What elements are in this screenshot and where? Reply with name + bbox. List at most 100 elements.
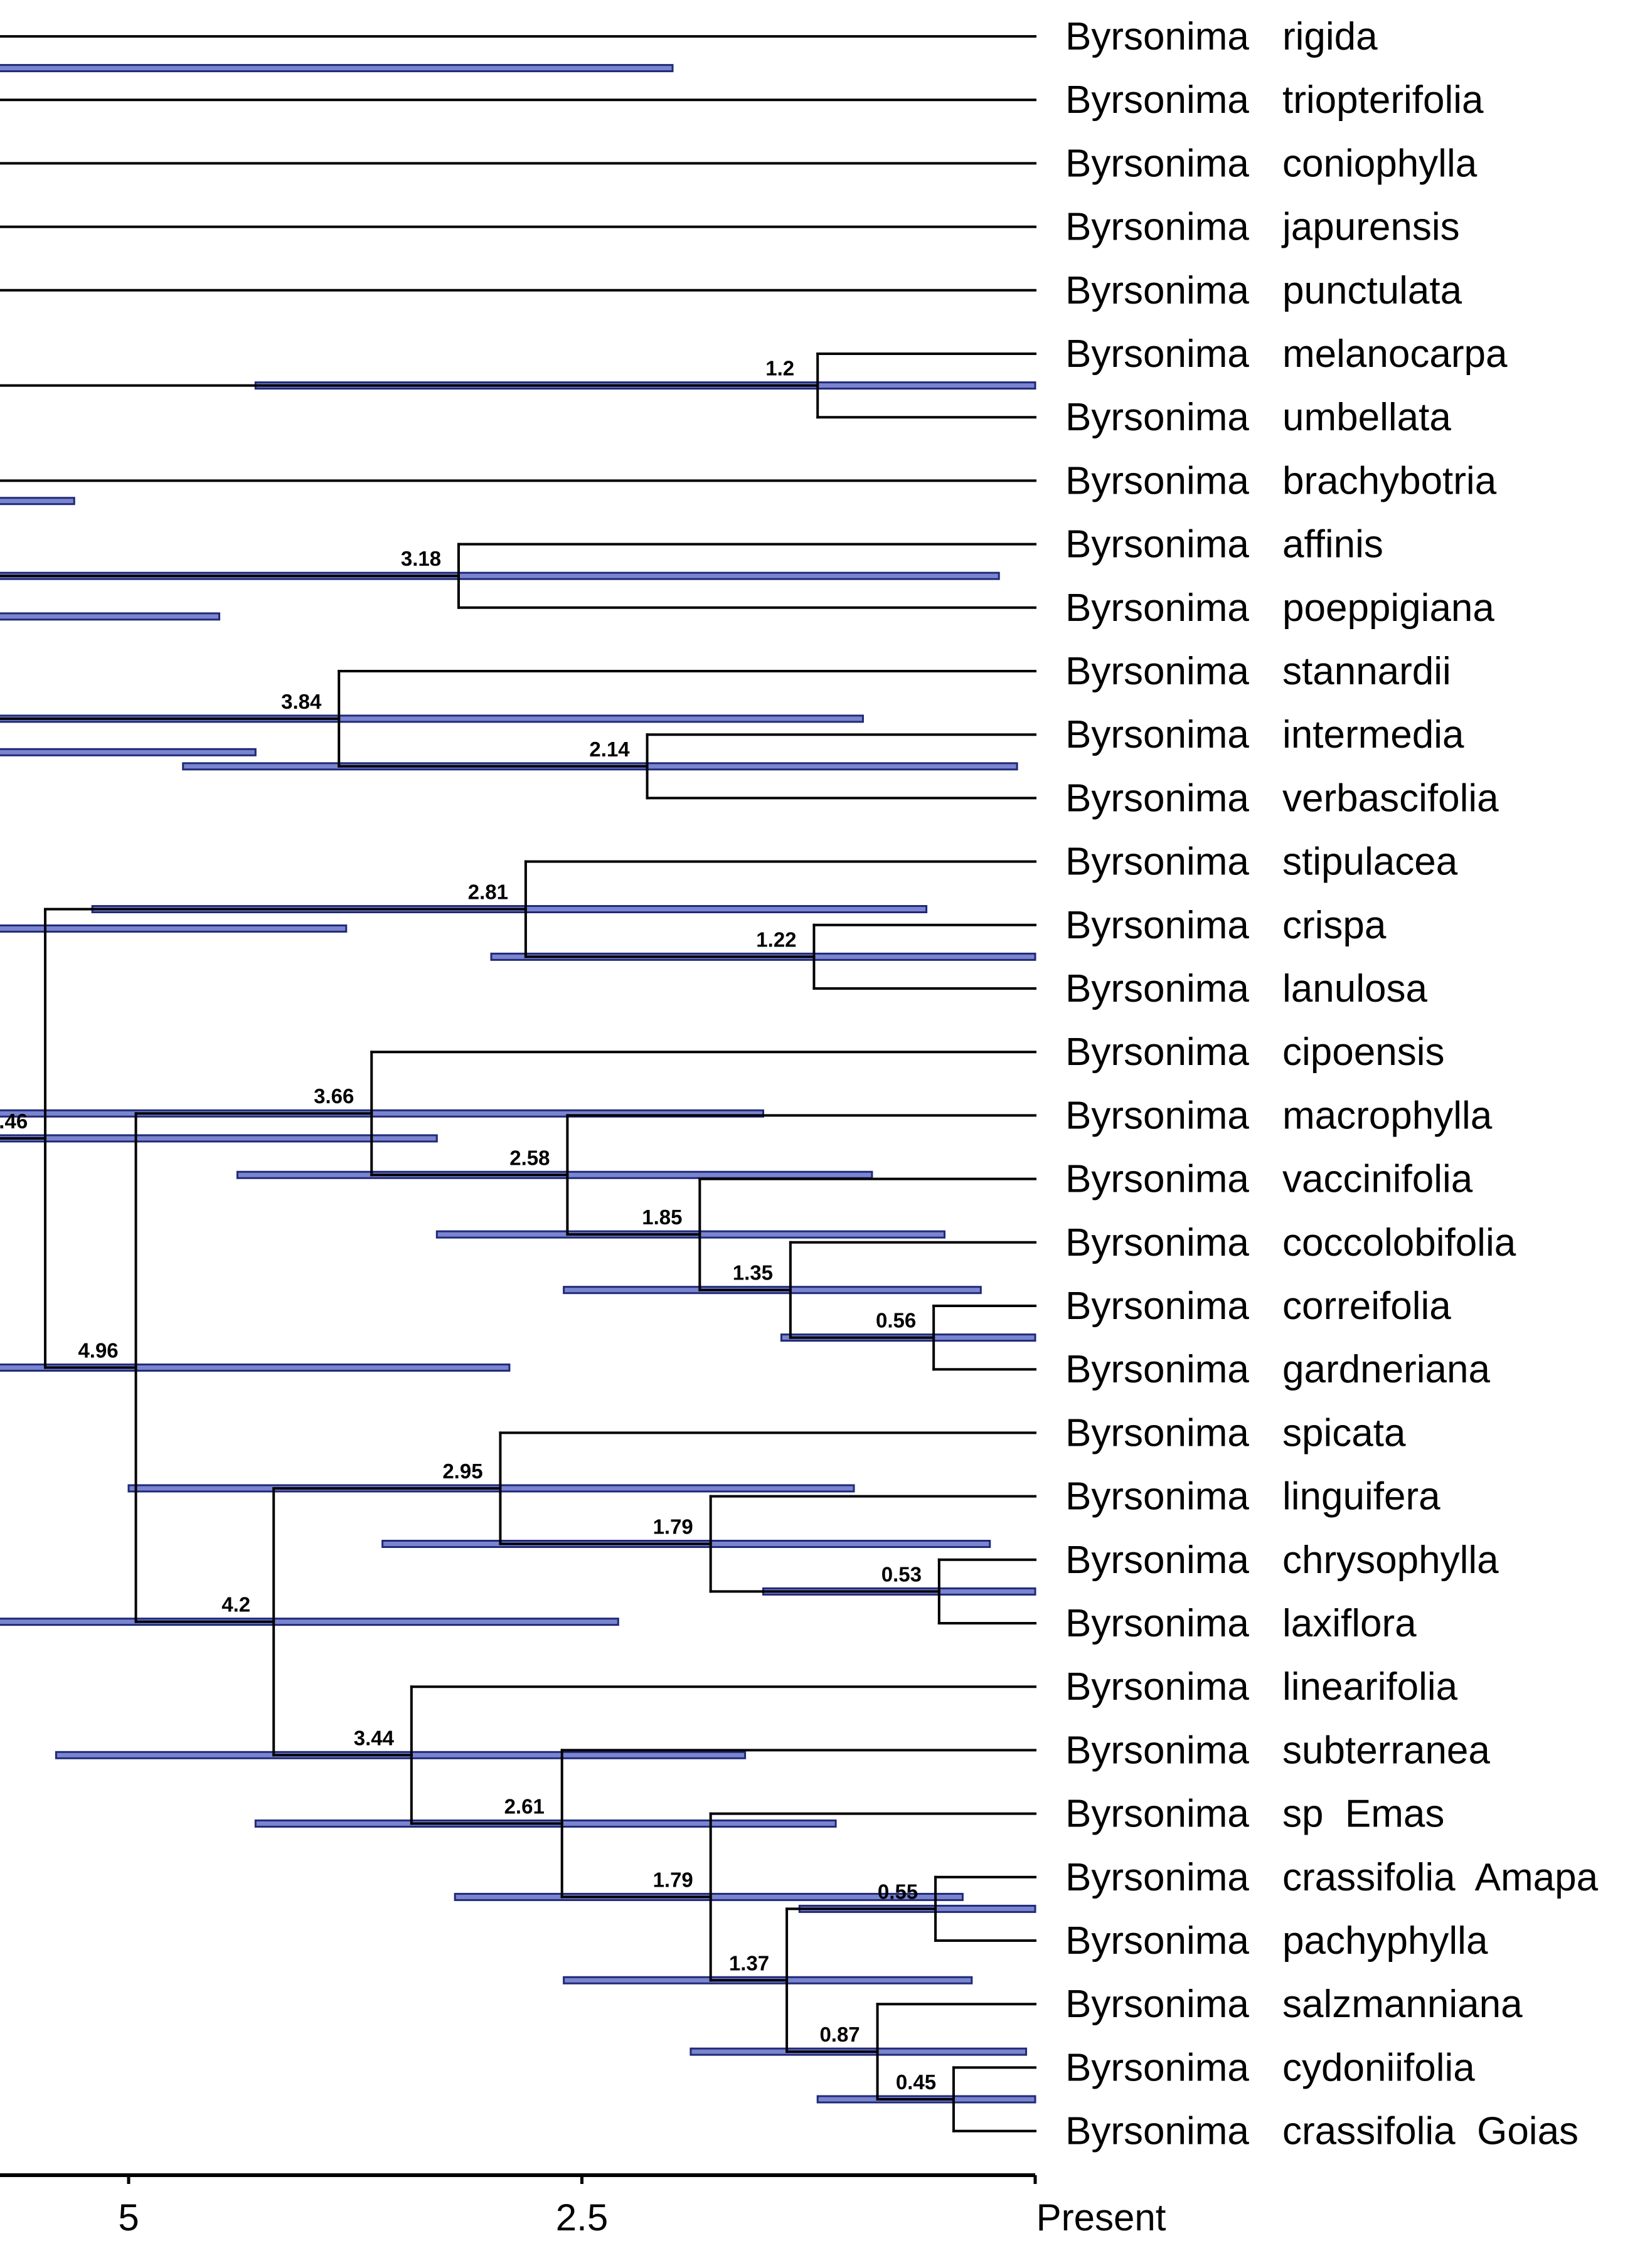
hpd-bar-n6 [0,497,75,506]
taxon-genus: Byrsonima [1065,459,1249,502]
taxon-label: Byrsonima cydoniifolia [1065,2046,1475,2089]
taxon-genus: Byrsonima [1065,142,1249,185]
node-age-label-n20: 1.85 [642,1206,682,1229]
hpd-bar-n2 [0,64,674,73]
taxon-genus: Byrsonima [1065,396,1249,439]
axis-tick-label: Present [1036,2196,1166,2239]
taxon-epithet: spicata [1282,1411,1406,1455]
taxon-genus: Byrsonima [1065,1475,1249,1518]
taxon-label: Byrsonima linearifolia [1065,1665,1458,1709]
taxon-label: Byrsonima salzmanniana [1065,1983,1523,2026]
hpd-bar-n9 [0,748,257,756]
taxon-epithet: linguifera [1282,1475,1440,1518]
hpd-bar-n10 [0,571,1000,580]
taxon-genus: Byrsonima [1065,206,1249,249]
node-age-label-n24: 4.2 [221,1593,250,1616]
taxon-genus: Byrsonima [1065,2046,1249,2089]
taxon-genus: Byrsonima [1065,269,1249,312]
taxon-epithet: sp Emas [1282,1793,1444,1836]
taxon-genus: Byrsonima [1065,586,1249,630]
taxon-genus: Byrsonima [1065,967,1249,1010]
node-age-label-n12: 3.84 [281,690,322,713]
taxon-genus: Byrsonima [1065,1285,1249,1328]
taxon-epithet: correifolia [1282,1285,1451,1328]
taxon-label: Byrsonima melanocarpa [1065,332,1508,376]
taxon-genus: Byrsonima [1065,78,1249,122]
taxon-label: Byrsonima stannardii [1065,650,1451,693]
axis-tick-label: 2.5 [556,2196,608,2239]
taxon-epithet: melanocarpa [1282,332,1508,376]
taxon-label: Byrsonima crassifolia Amapa [1065,1856,1599,1899]
node-age-label-n32: 0.55 [878,1880,918,1903]
node-age-label-n27: 0.53 [881,1562,922,1586]
taxon-epithet: brachybotria [1282,459,1497,502]
taxon-epithet: lanulosa [1282,967,1427,1010]
taxon-label: Byrsonima vaccinifolia [1065,1158,1473,1201]
taxon-epithet: subterranea [1282,1729,1490,1772]
taxon-label: Byrsonima umbellata [1065,396,1451,439]
taxon-epithet: gardneriana [1282,1348,1490,1391]
taxon-genus: Byrsonima [1065,1919,1249,1963]
taxon-genus: Byrsonima [1065,713,1249,756]
taxon-label: Byrsonima pachyphylla [1065,1919,1488,1963]
taxon-genus: Byrsonima [1065,1031,1249,1074]
node-age-label-n19: 2.58 [509,1146,550,1169]
taxon-genus: Byrsonima [1065,1665,1249,1709]
node-age-label-n21: 1.35 [733,1261,773,1285]
node-age-label-n22: 0.56 [876,1309,916,1332]
taxon-epithet: crispa [1282,904,1387,947]
node-age-label-n26: 1.79 [653,1515,693,1539]
taxon-genus: Byrsonima [1065,840,1249,884]
taxon-genus: Byrsonima [1065,1602,1249,1645]
taxon-genus: Byrsonima [1065,1983,1249,2026]
hpd-bar-n8 [0,612,221,621]
hpd-bar-n18 [0,1109,764,1118]
taxon-label: Byrsonima cipoensis [1065,1031,1444,1074]
taxon-label: Byrsonima lanulosa [1065,967,1427,1010]
taxon-label: Byrsonima coccolobifolia [1065,1221,1516,1264]
taxon-label: Byrsonima macrophylla [1065,1094,1493,1137]
taxon-epithet: poeppigiana [1282,586,1494,630]
taxon-genus: Byrsonima [1065,1539,1249,1582]
taxon-epithet: stipulacea [1282,840,1458,884]
taxon-genus: Byrsonima [1065,1094,1249,1137]
hpd-bar-n14 [0,1134,438,1143]
node-age-label-n34: 0.45 [896,2070,936,2094]
taxon-epithet: cipoensis [1282,1031,1444,1074]
taxon-epithet: macrophylla [1282,1094,1493,1137]
taxon-label: Byrsonima chrysophylla [1065,1539,1499,1582]
taxon-epithet: pachyphylla [1282,1919,1488,1963]
taxon-epithet: crassifolia Amapa [1282,1856,1599,1899]
taxon-label: Byrsonima coniophylla [1065,142,1478,185]
hpd-bar-n24 [0,1618,619,1626]
taxon-genus: Byrsonima [1065,650,1249,693]
node-age-label-n7: 1.2 [765,357,794,380]
taxon-genus: Byrsonima [1065,904,1249,947]
taxon-genus: Byrsonima [1065,1411,1249,1455]
taxon-genus: Byrsonima [1065,776,1249,820]
hpd-bar-n17 [0,1363,511,1372]
taxon-epithet: coniophylla [1282,142,1478,185]
taxon-genus: Byrsonima [1065,523,1249,566]
taxon-epithet: umbellata [1282,396,1451,439]
taxon-genus: Byrsonima [1065,332,1249,376]
taxon-genus: Byrsonima [1065,1221,1249,1264]
taxon-label: Byrsonima spicata [1065,1411,1406,1455]
taxon-label: Byrsonima intermedia [1065,713,1464,756]
taxon-label: Byrsonima linguifera [1065,1475,1440,1518]
taxon-genus: Byrsonima [1065,1793,1249,1836]
hpd-bar-n12 [0,714,864,723]
node-age-label-n15: 2.81 [468,881,508,904]
taxon-epithet: cydoniifolia [1282,2046,1475,2089]
taxon-label: Byrsonima crispa [1065,904,1387,947]
hpd-bar-n11 [0,924,348,933]
node-age-label-n10: 3.18 [401,547,441,570]
taxon-label: Byrsonima punctulata [1065,269,1462,312]
taxon-epithet: japurensis [1281,206,1460,249]
taxon-epithet: verbascifolia [1282,776,1499,820]
node-age-label-n25: 2.95 [442,1460,482,1483]
branches [0,35,1036,2133]
taxon-label: Byrsonima gardneriana [1065,1348,1490,1391]
